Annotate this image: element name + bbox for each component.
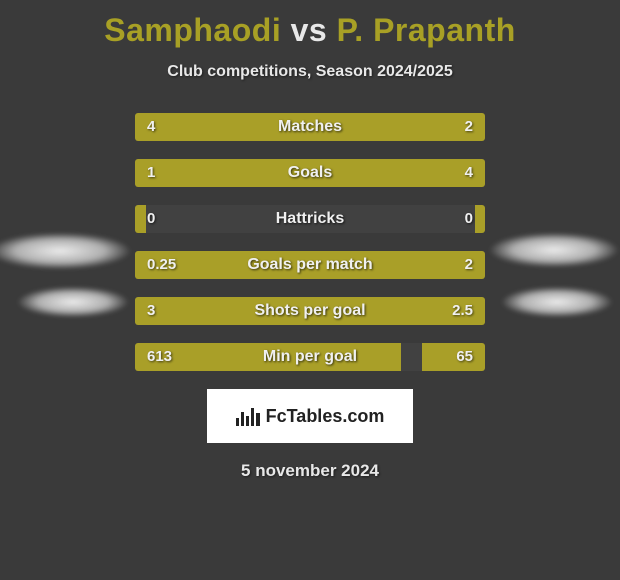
brand-text: FcTables.com: [266, 406, 385, 427]
left-value: 0: [147, 205, 155, 233]
left-bar: [135, 205, 146, 233]
right-value: 4: [465, 159, 473, 187]
stat-row: 61365Min per goal: [135, 343, 485, 371]
left-value: 1: [147, 159, 155, 187]
left-bar: [135, 297, 328, 325]
brand-bars-icon: [236, 406, 260, 426]
right-value: 0: [465, 205, 473, 233]
player1-name: Samphaodi: [104, 12, 281, 48]
player2-name: P. Prapanth: [337, 12, 516, 48]
stat-row: 14Goals: [135, 159, 485, 187]
right-bar: [422, 343, 485, 371]
right-value: 2: [465, 113, 473, 141]
brand-box: FcTables.com: [207, 389, 413, 443]
date-text: 5 november 2024: [0, 461, 620, 481]
player-halo: [18, 287, 128, 317]
stat-row: 32.5Shots per goal: [135, 297, 485, 325]
player-halo: [0, 233, 130, 269]
stat-row: 0 0Hattricks: [135, 205, 485, 233]
comparison-title: Samphaodi vs P. Prapanth: [0, 0, 620, 49]
left-value: 4: [147, 113, 155, 141]
right-bar: [188, 251, 486, 279]
right-bar: [475, 205, 486, 233]
right-value: 65: [456, 343, 473, 371]
player-halo: [490, 233, 618, 267]
left-value: 3: [147, 297, 155, 325]
left-bar: [135, 343, 401, 371]
metric-label: Hattricks: [135, 205, 485, 233]
left-value: 0.25: [147, 251, 176, 279]
left-bar: [135, 113, 366, 141]
left-value: 613: [147, 343, 172, 371]
left-bar: [135, 159, 205, 187]
subtitle: Club competitions, Season 2024/2025: [0, 63, 620, 81]
stat-row: 42Matches: [135, 113, 485, 141]
vs-label: vs: [291, 12, 328, 48]
right-value: 2: [465, 251, 473, 279]
stat-rows: 42Matches14Goals00Hattricks0.252Goals pe…: [135, 113, 485, 371]
player-halo: [502, 287, 612, 317]
right-bar: [205, 159, 485, 187]
stat-row: 0.252Goals per match: [135, 251, 485, 279]
chart-stage: 42Matches14Goals00Hattricks0.252Goals pe…: [0, 113, 620, 371]
right-value: 2.5: [452, 297, 473, 325]
